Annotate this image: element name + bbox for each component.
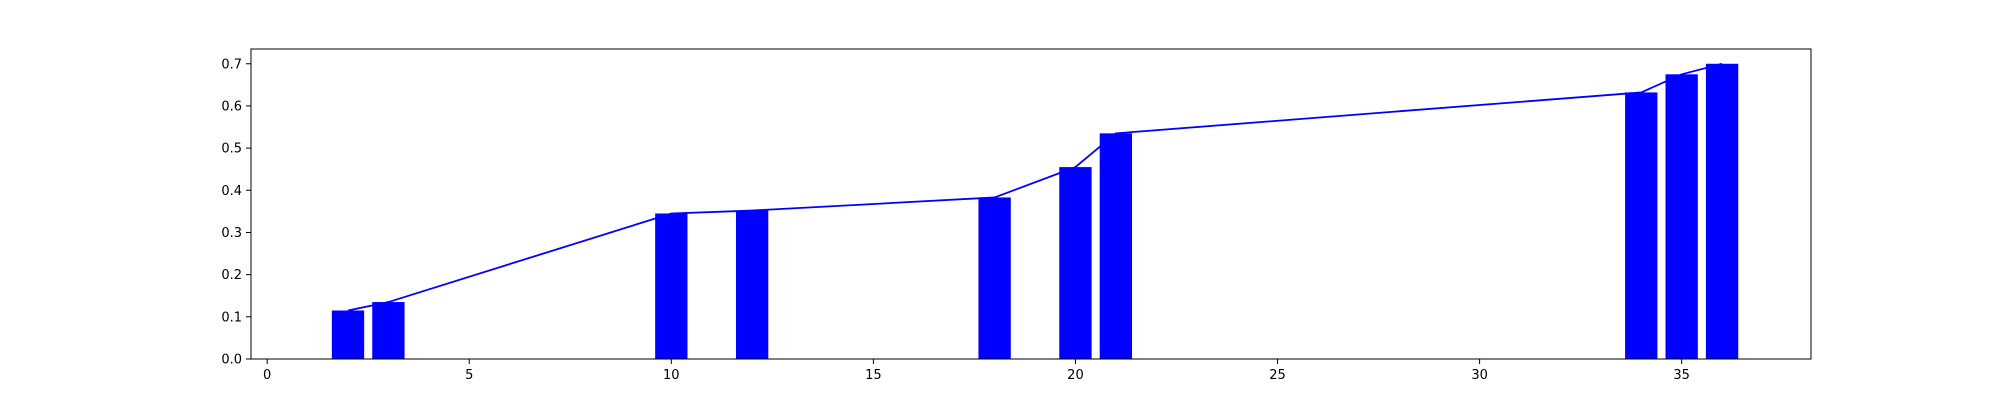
x-tick-label-4: 20 [1067,368,1084,383]
y-tick-label-5: 0.5 [221,142,242,157]
bar-1 [372,302,405,359]
y-tick-label-2: 0.2 [221,268,242,283]
bar-2 [655,213,688,359]
bar-5 [1059,167,1092,359]
x-tick-label-5: 25 [1269,368,1286,383]
bar-7 [1625,92,1658,359]
y-tick-label-7: 0.7 [221,57,242,72]
x-tick-label-2: 10 [663,368,680,383]
y-tick-label-3: 0.3 [221,226,242,241]
bar-4 [978,197,1011,359]
series-line [347,62,1723,312]
bar-0 [331,310,365,359]
y-tick-label-6: 0.6 [221,99,242,114]
x-tick-label-7: 35 [1673,368,1690,383]
bar-8 [1665,74,1698,359]
axes-frame [250,48,1812,360]
bar-3 [735,210,769,359]
line-layer [347,62,1723,312]
x-axis: 0 5 10 15 20 25 30 35 [263,359,1690,383]
y-tick-label-0: 0.0 [221,353,242,368]
x-tick-label-6: 30 [1471,368,1488,383]
bar-6 [1099,133,1133,359]
bars-layer [331,63,1739,359]
bar-9 [1705,63,1739,359]
x-tick-label-3: 15 [865,368,882,383]
y-axis: 0.0 0.1 0.2 0.3 0.4 0.5 0.6 0.7 [221,57,251,368]
x-tick-label-0: 0 [263,368,271,383]
x-tick-label-1: 5 [465,368,473,383]
plot-area [250,48,1812,360]
y-tick-label-4: 0.4 [221,184,242,199]
y-tick-label-1: 0.1 [221,310,242,325]
